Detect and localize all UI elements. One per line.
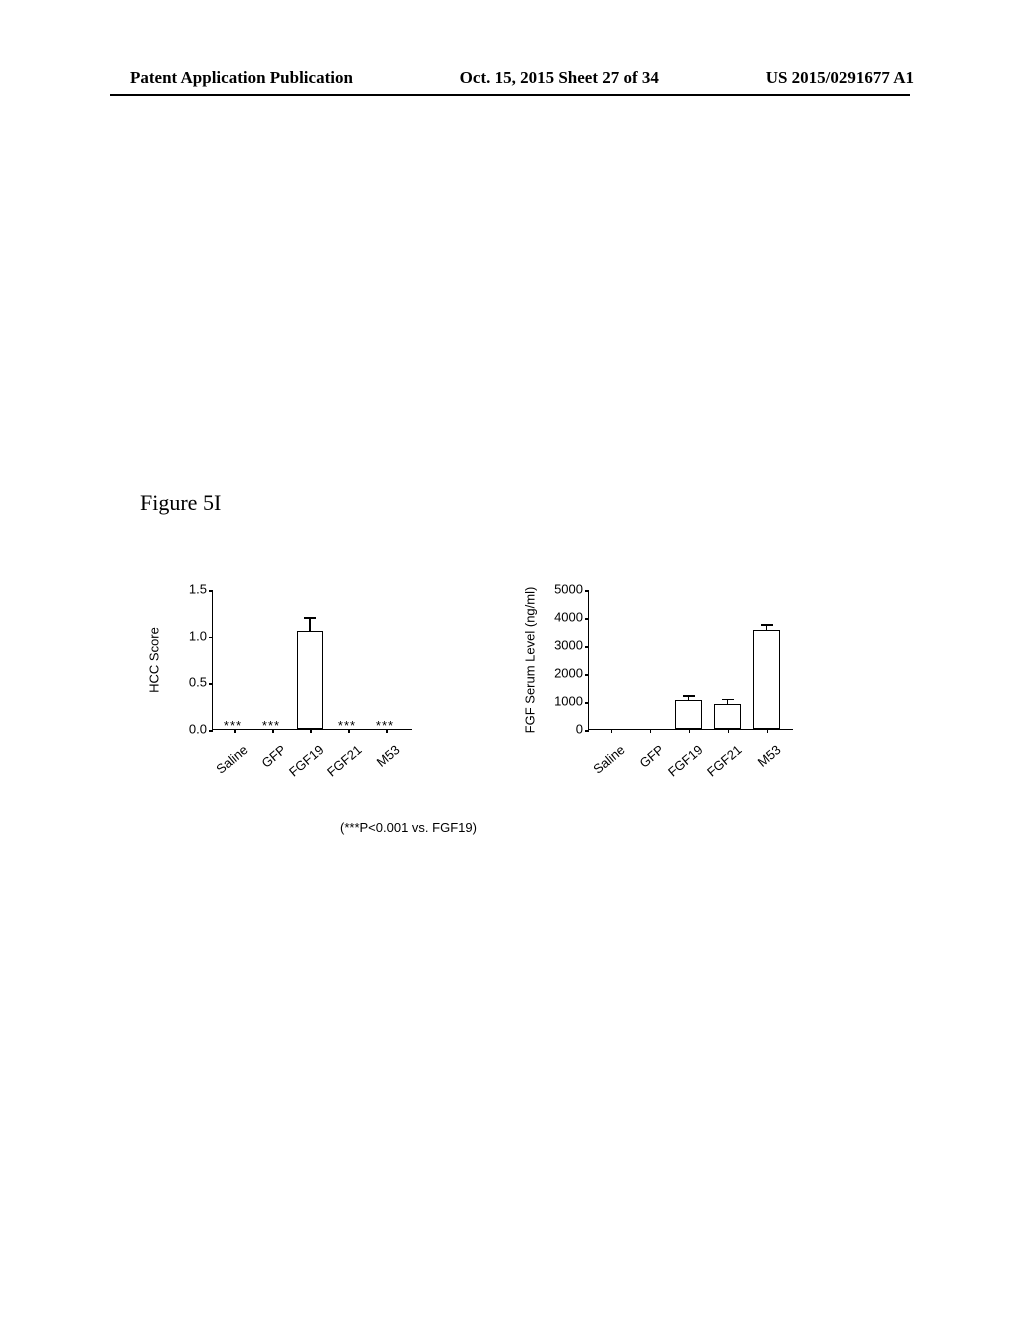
- significance-marker: ***: [376, 718, 394, 733]
- x-tick: [650, 729, 652, 733]
- charts-row: 0.00.51.01.5HCC ScoreSaline***GFP***FGF1…: [150, 580, 810, 790]
- x-category-label: FGF19: [659, 742, 705, 784]
- bar: [714, 704, 741, 729]
- error-bar: [727, 700, 729, 703]
- x-tick: [767, 729, 769, 733]
- x-category-label: Saline: [581, 742, 627, 784]
- page-header: Patent Application Publication Oct. 15, …: [0, 68, 1024, 88]
- error-cap: [304, 617, 316, 619]
- bar: [753, 630, 780, 729]
- x-tick: [611, 729, 613, 733]
- header-left: Patent Application Publication: [130, 68, 353, 88]
- plot-area: 010002000300040005000: [588, 590, 793, 730]
- header-rule: [110, 94, 910, 96]
- y-tick: [209, 637, 213, 639]
- y-tick: [585, 730, 589, 732]
- y-tick: [585, 590, 589, 592]
- fgf-serum-chart: 010002000300040005000FGF Serum Level (ng…: [510, 580, 810, 790]
- y-tick: [585, 618, 589, 620]
- p-value-footnote: (***P<0.001 vs. FGF19): [340, 820, 477, 835]
- hcc-score-chart: 0.00.51.01.5HCC ScoreSaline***GFP***FGF1…: [150, 580, 430, 790]
- y-axis-title: FGF Serum Level (ng/ml): [523, 587, 538, 734]
- plot-area: 0.00.51.01.5: [212, 590, 412, 730]
- bar: [675, 700, 702, 729]
- significance-marker: ***: [262, 718, 280, 733]
- header-right: US 2015/0291677 A1: [766, 68, 914, 88]
- x-category-label: M53: [356, 742, 402, 784]
- x-category-label: M53: [737, 742, 783, 784]
- error-bar: [766, 626, 768, 630]
- error-bar: [309, 619, 311, 631]
- x-tick: [728, 729, 730, 733]
- y-tick: [209, 683, 213, 685]
- bar: [297, 631, 323, 729]
- y-tick: [209, 590, 213, 592]
- error-bar: [688, 697, 690, 700]
- y-tick-label: 0.0: [189, 722, 207, 737]
- y-tick: [209, 730, 213, 732]
- x-tick: [689, 729, 691, 733]
- y-tick-label: 1000: [554, 694, 583, 709]
- significance-marker: ***: [338, 718, 356, 733]
- y-tick: [585, 674, 589, 676]
- x-category-label: Saline: [204, 742, 250, 784]
- error-cap: [722, 699, 734, 701]
- figure-caption: Figure 5I: [140, 490, 221, 516]
- y-tick: [585, 646, 589, 648]
- y-tick-label: 1.5: [189, 582, 207, 597]
- y-tick-label: 5000: [554, 582, 583, 597]
- header-center: Oct. 15, 2015 Sheet 27 of 34: [460, 68, 659, 88]
- x-tick: [310, 729, 312, 733]
- y-tick: [585, 702, 589, 704]
- significance-marker: ***: [224, 718, 242, 733]
- y-tick-label: 0: [576, 722, 583, 737]
- error-cap: [683, 695, 695, 697]
- y-tick-label: 2000: [554, 666, 583, 681]
- y-tick-label: 1.0: [189, 628, 207, 643]
- x-category-label: GFP: [242, 742, 288, 784]
- x-category-label: FGF21: [698, 742, 744, 784]
- y-tick-label: 3000: [554, 638, 583, 653]
- y-axis-title: HCC Score: [147, 627, 162, 693]
- error-cap: [761, 624, 773, 626]
- y-tick-label: 4000: [554, 610, 583, 625]
- x-category-label: GFP: [620, 742, 666, 784]
- x-category-label: FGF19: [280, 742, 326, 784]
- x-category-label: FGF21: [318, 742, 364, 784]
- y-tick-label: 0.5: [189, 675, 207, 690]
